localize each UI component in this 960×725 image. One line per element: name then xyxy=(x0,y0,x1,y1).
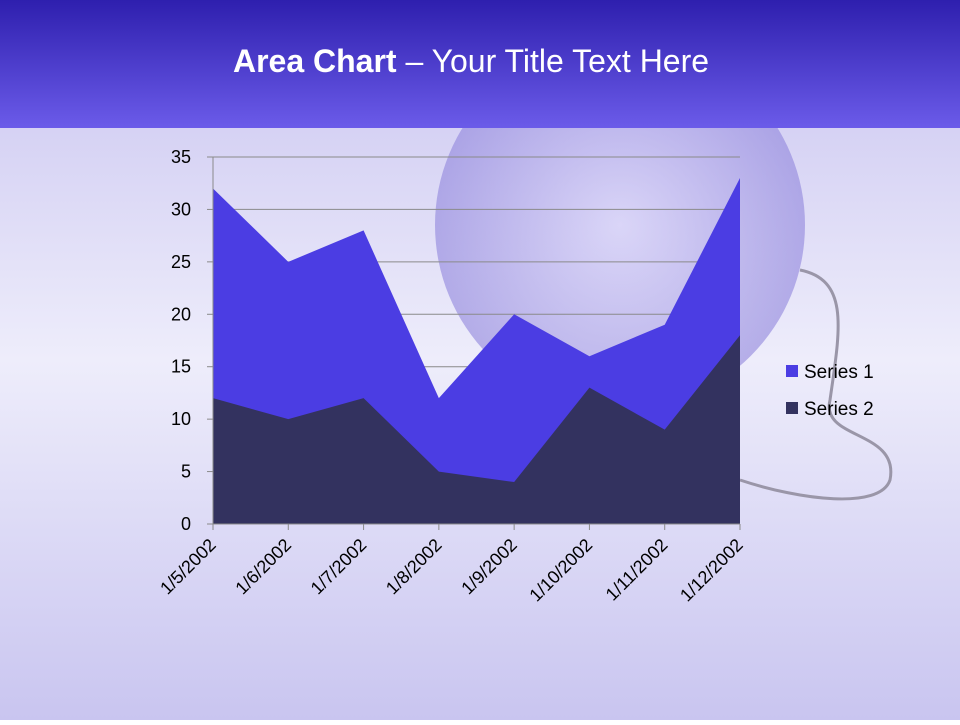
y-tick-label: 20 xyxy=(171,304,191,324)
y-tick-label: 30 xyxy=(171,199,191,219)
y-tick-label: 0 xyxy=(181,514,191,534)
legend-label: Series 1 xyxy=(804,362,874,383)
y-tick-label: 15 xyxy=(171,357,191,377)
slide-title: Area Chart – Your Title Text Here xyxy=(233,43,709,79)
title-bold: Area Chart xyxy=(233,43,397,79)
area xyxy=(213,335,740,524)
legend-swatch xyxy=(786,402,798,414)
cable-decoration xyxy=(739,268,893,501)
y-tick-label: 25 xyxy=(171,252,191,272)
legend-swatch xyxy=(786,365,798,377)
y-tick-label: 35 xyxy=(171,147,191,167)
y-tick-label: 5 xyxy=(181,462,191,482)
legend-label: Series 2 xyxy=(804,399,874,420)
y-tick-label: 10 xyxy=(171,409,191,429)
header-bar xyxy=(0,0,960,128)
title-rest: – Your Title Text Here xyxy=(405,43,709,79)
